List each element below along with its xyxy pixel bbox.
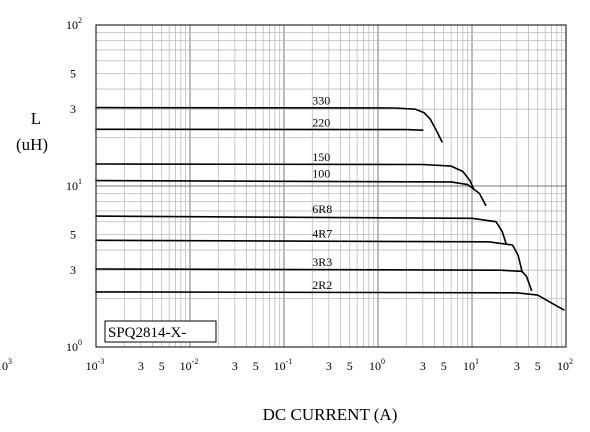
x-tick-label: 102 — [557, 357, 573, 373]
x-tick-label: 5 — [441, 359, 447, 373]
x-axis-label: DC CURRENT (A) — [263, 405, 398, 424]
x-tick-label: 5 — [535, 359, 541, 373]
series-line-6R8 — [95, 215, 507, 245]
y-tick-label: 3 — [70, 263, 76, 277]
x-tick-label: 5 — [253, 359, 259, 373]
x-tick-label: 3 — [420, 359, 426, 373]
series-label-100: 100 — [312, 167, 330, 181]
x-tick-label: 10-2 — [180, 357, 199, 373]
x-tick-label: 10-3 — [86, 357, 105, 373]
y-axis-label-line1: L — [31, 109, 41, 128]
y-axis-label-line2: (uH) — [16, 135, 48, 154]
series-line-330 — [95, 106, 443, 143]
series-label-4R7: 4R7 — [312, 226, 332, 240]
y-tick-label: 102 — [66, 16, 82, 32]
series-line-220 — [95, 128, 424, 131]
series-label-3R3: 3R3 — [312, 255, 332, 269]
x-tick-label: 101 — [463, 357, 479, 373]
part-label-box: SPQ2814-X- — [104, 320, 217, 343]
y-tick-label: 5 — [70, 227, 76, 241]
plot-frame — [95, 24, 567, 348]
x-tick-label: 3 — [514, 359, 520, 373]
grid — [95, 24, 567, 348]
y-tick-label: 3 — [70, 102, 76, 116]
series-line-150 — [95, 163, 475, 191]
series-label-6R8: 6R8 — [312, 202, 332, 216]
series-label-2R2: 2R2 — [312, 278, 332, 292]
series-line-2R2 — [95, 291, 565, 311]
series-line-100 — [95, 179, 487, 206]
label-layer: 330 220 150 100 6R8 4R7 3R3 2R2 — [312, 94, 332, 292]
series-layer — [95, 106, 565, 311]
y-tick-label: 101 — [66, 177, 82, 193]
x-tick-label: 3 — [232, 359, 238, 373]
y-tick-label: 100 — [66, 338, 82, 354]
x-tick-label-edge: 103 — [0, 357, 12, 373]
x-tick-label: 100 — [369, 357, 385, 373]
series-line-4R7 — [95, 239, 523, 273]
x-tick-label: 3 — [326, 359, 332, 373]
x-tick-label: 10-1 — [274, 357, 293, 373]
x-tick-label: 5 — [347, 359, 353, 373]
x-tick-label: 5 — [159, 359, 165, 373]
part-label: SPQ2814-X- — [108, 325, 186, 341]
y-tick-label: 5 — [70, 66, 76, 80]
series-line-3R3 — [95, 268, 533, 292]
series-label-330: 330 — [312, 94, 330, 108]
series-label-150: 150 — [312, 150, 330, 164]
x-tick-label: 3 — [138, 359, 144, 373]
series-label-220: 220 — [312, 115, 330, 129]
